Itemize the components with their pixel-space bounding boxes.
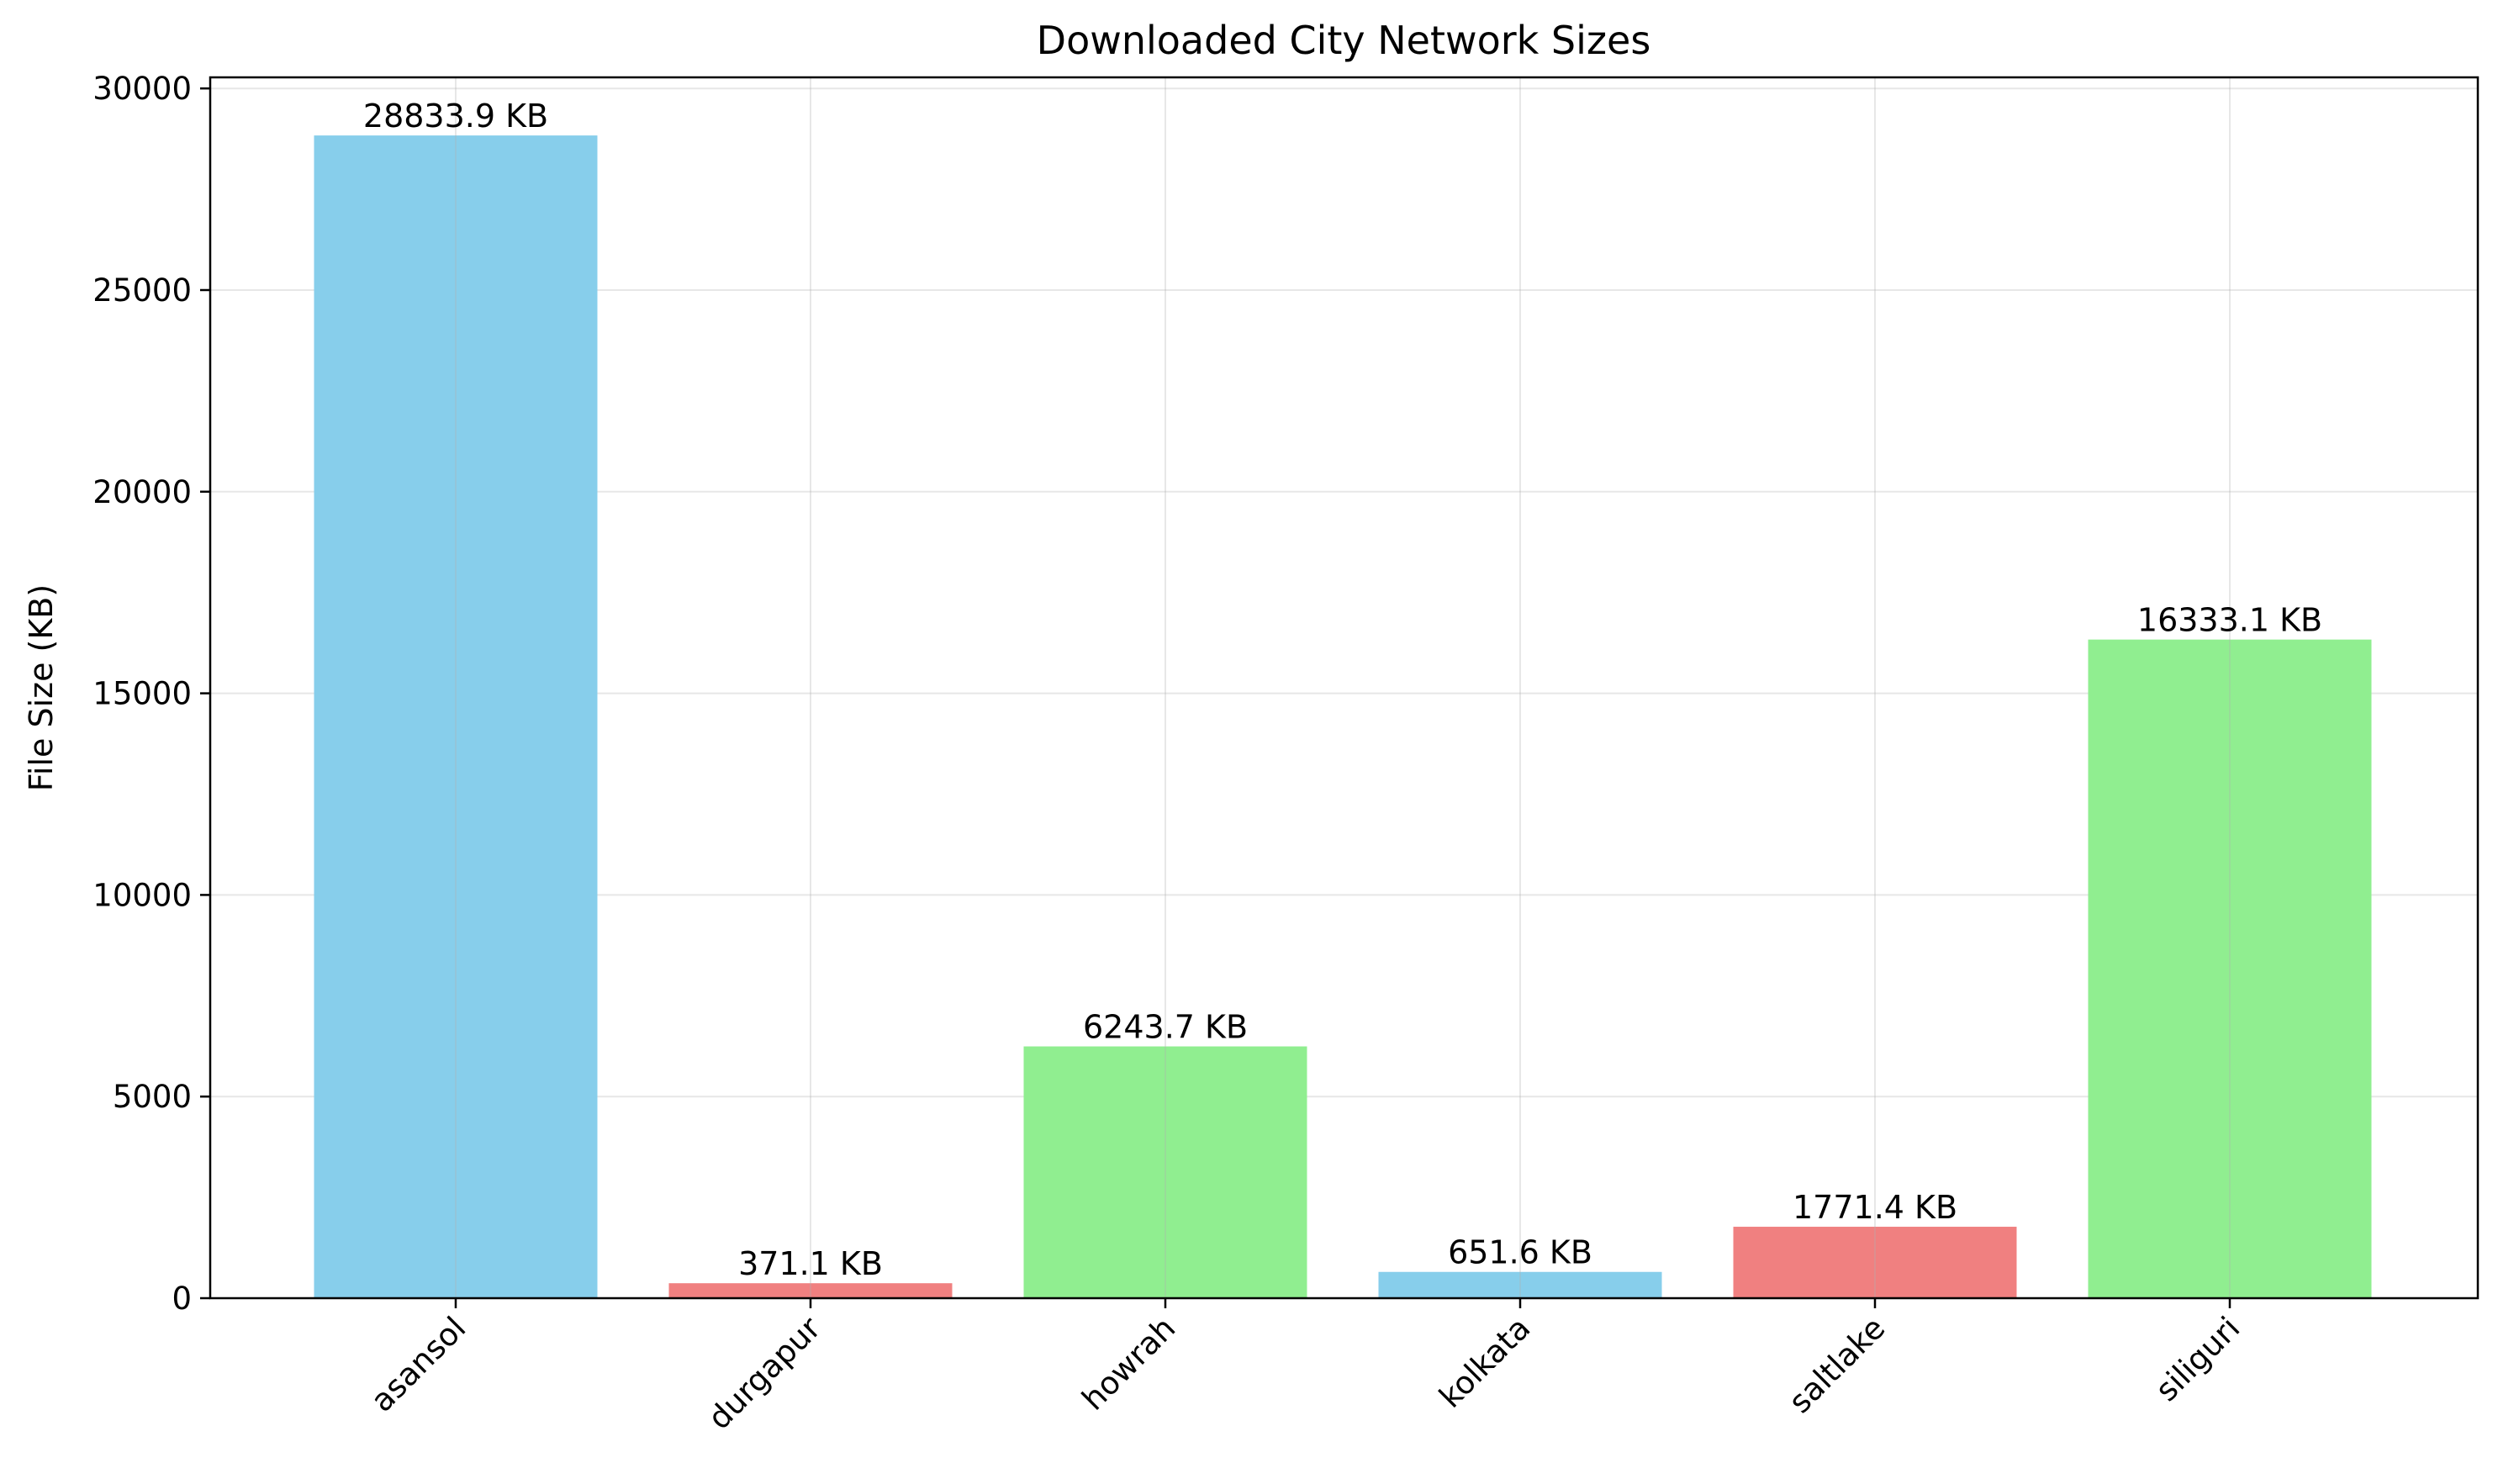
data-label-kolkata: 651.6 KB: [1448, 1234, 1592, 1271]
data-label-siliguri: 16333.1 KB: [2137, 602, 2322, 639]
plot-frame: [209, 76, 2480, 1300]
y-tick-label: 25000: [92, 272, 192, 309]
x-grid: [455, 77, 2231, 1298]
y-tick-label: 5000: [113, 1079, 192, 1115]
y-tick-label: 30000: [92, 71, 192, 107]
y-axis-ticks: 0 5000 10000 15000 20000 25000 30000: [92, 71, 210, 1317]
bars: [314, 135, 2372, 1298]
data-label-saltlake: 1771.4 KB: [1793, 1189, 1957, 1226]
bar-durgapur: [668, 1283, 953, 1298]
data-label-howrah: 6243.7 KB: [1083, 1009, 1248, 1046]
bar-kolkata: [1378, 1271, 1662, 1298]
data-label-asansol: 28833.9 KB: [363, 98, 548, 135]
data-label-durgapur: 371.1 KB: [738, 1245, 883, 1282]
y-tick-label: 20000: [92, 474, 192, 510]
data-labels: 28833.9 KB 371.1 KB 6243.7 KB 651.6 KB 1771.…: [363, 98, 2322, 1282]
bar-howrah: [1023, 1046, 1307, 1298]
bar-siliguri: [2088, 639, 2372, 1298]
bar-saltlake: [1733, 1227, 2017, 1298]
y-axis-label: File Size (KB): [23, 584, 60, 791]
chart-title: Downloaded City Network Sizes: [1037, 18, 1651, 63]
bar-asansol: [314, 135, 598, 1298]
y-tick-label: 0: [172, 1281, 192, 1317]
y-tick-label: 15000: [92, 676, 192, 712]
y-tick-label: 10000: [92, 877, 192, 913]
